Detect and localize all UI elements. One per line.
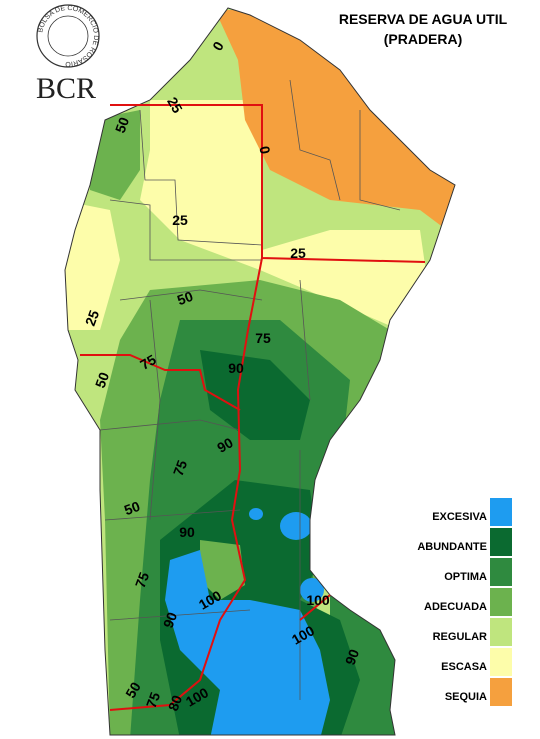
- legend-label: ABUNDANTE: [417, 541, 487, 553]
- logo-ring: [36, 4, 100, 68]
- title-line: RESERVA DE AGUA UTIL: [339, 11, 508, 27]
- legend-label: REGULAR: [433, 631, 487, 643]
- contour-label: 90: [160, 610, 180, 630]
- legend-swatch: [490, 678, 512, 706]
- contour-label: 75: [170, 458, 190, 478]
- contour-label: 90: [214, 434, 236, 456]
- logo-inner: [47, 15, 89, 57]
- contour-label: 75: [143, 690, 163, 710]
- logo-name: BCR: [36, 72, 96, 105]
- contour-label: 50: [112, 115, 132, 135]
- title-line: (PRADERA): [384, 31, 463, 47]
- legend-label: ESCASA: [441, 661, 487, 673]
- contour-label: 0: [256, 145, 273, 156]
- contour-label: 25: [82, 308, 102, 328]
- legend-label: ADECUADA: [424, 601, 487, 613]
- contour-label: 50: [175, 288, 195, 308]
- legend-swatch: [490, 588, 512, 616]
- department-borders: [99, 79, 401, 700]
- contour-label: 50: [122, 498, 142, 518]
- contour-label: 75: [255, 330, 271, 346]
- contour-label: 90: [342, 647, 362, 667]
- province-outline: [64, 7, 456, 736]
- legend-swatch: [490, 498, 512, 526]
- legend: EXCESIVA ABUNDANTE OPTIMA ADECUADA REGULAR ES…: [417, 498, 512, 706]
- contour-label: 25: [290, 245, 306, 261]
- contour-label: 50: [122, 679, 144, 701]
- legend-swatch: [490, 528, 512, 556]
- contour-label: 25: [164, 94, 186, 116]
- legend-label: SEQUIA: [445, 691, 487, 703]
- legend-swatch: [490, 558, 512, 586]
- contour-label: 80: [165, 693, 185, 713]
- legend-swatch: [490, 648, 512, 676]
- contour-label: 90: [179, 524, 195, 540]
- contour-label: 50: [92, 370, 112, 390]
- contour-label: 100: [306, 592, 330, 608]
- contour-label: 75: [132, 570, 152, 590]
- contour-label: 90: [228, 360, 244, 376]
- contour-label: 25: [172, 212, 188, 228]
- legend-swatch: [490, 618, 512, 646]
- contour-label: 75: [137, 351, 159, 373]
- province-borders: [80, 104, 426, 711]
- legend-label: EXCESIVA: [432, 511, 487, 523]
- legend-label: OPTIMA: [444, 571, 487, 583]
